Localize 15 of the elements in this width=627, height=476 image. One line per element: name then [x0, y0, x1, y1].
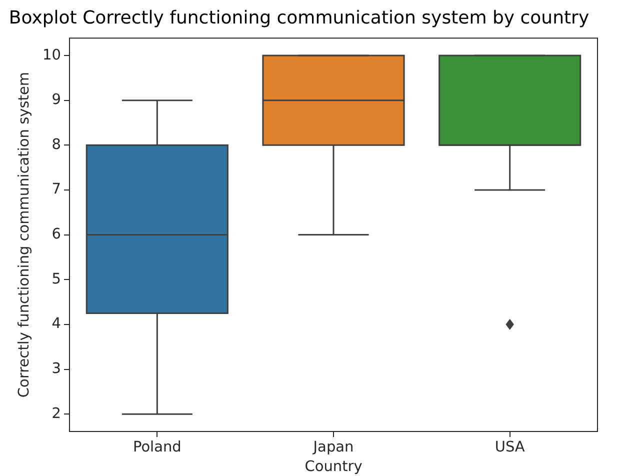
y-tick-label: 4: [52, 316, 61, 332]
y-tick-label: 10: [42, 47, 61, 64]
x-tick-label: Poland: [132, 439, 182, 456]
chart-title: Boxplot Correctly functioning communication system by country: [8, 7, 590, 28]
y-tick-label: 3: [52, 361, 61, 378]
x-tick-label: Japan: [312, 439, 354, 456]
x-axis-title: Country: [304, 459, 363, 476]
y-tick-label: 7: [52, 182, 61, 198]
y-axis-title: Correctly functioning communication system: [16, 72, 32, 398]
y-tick-label: 6: [52, 226, 61, 243]
y-tick-label: 8: [52, 136, 61, 153]
y-tick-label: 2: [52, 406, 61, 422]
x-tick-label: USA: [494, 439, 525, 456]
y-tick-label: 9: [52, 92, 61, 108]
y-tick-label: 5: [52, 271, 61, 288]
